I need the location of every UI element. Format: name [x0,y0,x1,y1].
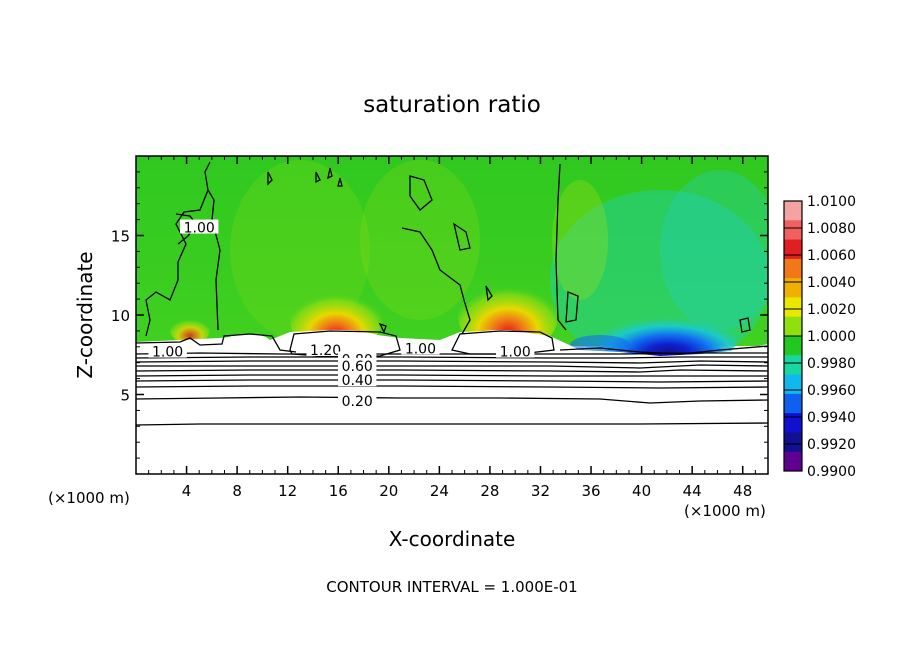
contour-label: 1.00 [500,345,531,361]
colorbar-swatch [784,297,802,318]
contour-label-bg [180,219,219,234]
colorbar-swatch [784,316,802,337]
x-tick-label: 40 [632,482,651,500]
contour-label-bg [338,372,377,387]
x-tick-label: 36 [581,482,600,500]
colorbar-swatch [784,201,802,221]
y-tick-label: 10 [111,307,130,325]
x-tick-label: 24 [430,482,449,500]
contour-label-bg [401,340,440,355]
contour-label: 1.20 [310,343,341,359]
colorbar-swatch [784,374,802,395]
colorbar-swatch [784,451,802,472]
y-tick-label: 15 [111,228,130,246]
colorbar-label: 1.0100 [807,194,856,210]
colorbar-swatch [784,220,802,241]
contour-interval: CONTOUR INTERVAL = 1.000E-01 [326,578,577,596]
x-tick-label: 48 [733,482,752,500]
contour-label: 1.00 [184,221,215,237]
colorbar-label: 1.0000 [807,329,856,345]
x-unit-left: (×1000 m) [48,489,130,507]
colorbar-label: 1.0080 [807,221,856,237]
plot-area: 1.001.001.201.001.000.800.600.400.20 [136,156,768,474]
colorbar-label: 0.9920 [807,437,856,453]
y-axis-label: Z-coordinate [73,251,97,378]
colorbar-label: 0.9980 [807,356,856,372]
contour-label-bg [496,343,535,358]
contour-label-bg [338,392,377,407]
contour-label: 0.60 [342,359,373,375]
contour-label: 0.20 [342,394,373,410]
colorbar-label: 1.0020 [807,302,856,318]
contour-label-bg [338,357,377,372]
colorbar-label: 1.0040 [807,275,856,291]
colorbar-label: 0.9940 [807,410,856,426]
x-tick-label: 20 [379,482,398,500]
contour-lines [136,161,768,426]
contour-label-bg [148,343,187,358]
colorbar-swatch [784,258,802,279]
y-axis: 5 10 15 [111,171,768,459]
colorbar-swatch [784,355,802,376]
x-tick-label: 12 [278,482,297,500]
colorbar: 1.0100 1.0080 1.0060 1.0040 1.0020 1.0000 0.99… [783,194,856,480]
y-tick-label: 5 [120,387,130,405]
contour-labels: 1.001.001.201.001.000.800.600.400.20 [148,219,535,410]
chart-title: saturation ratio [363,92,541,118]
contour-label: 1.00 [152,345,183,361]
colorbar-swatch [784,413,802,433]
contour-label-bg [306,341,345,356]
x-tick-label: 44 [683,482,702,500]
x-tick-label: 8 [232,482,242,500]
colorbar-swatch [784,393,802,414]
colorbar-swatch [784,278,802,298]
colorbar-label: 1.0060 [807,248,856,264]
colorbar-swatch [784,432,802,453]
colorbar-label: 0.9960 [807,383,856,399]
x-tick-label: 4 [182,482,192,500]
x-axis-label: X-coordinate [389,527,516,551]
x-tick-label: 32 [531,482,550,500]
contour-label: 1.00 [405,341,436,357]
colorbar-label: 0.9900 [807,464,856,480]
contour-label: 0.40 [342,373,373,389]
x-unit-right: (×1000 m) [684,502,766,520]
x-axis: 4 8 12 16 20 24 28 32 36 40 44 48 [148,156,756,500]
colorbar-swatch [784,239,802,260]
colorbar-swatch [784,336,802,356]
x-tick-label: 16 [329,482,348,500]
x-tick-label: 28 [480,482,499,500]
